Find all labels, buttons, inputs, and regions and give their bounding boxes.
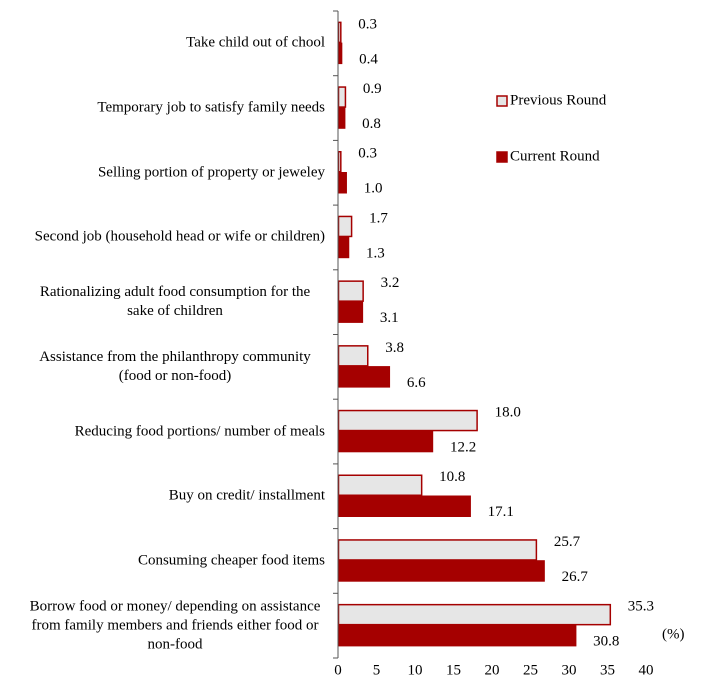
value-label: 0.3 [358, 146, 377, 162]
x-tick-label: 25 [523, 662, 538, 678]
value-label: 1.0 [364, 181, 383, 197]
value-label: 0.4 [359, 51, 378, 67]
x-tick-label: 40 [639, 662, 654, 678]
value-label: 10.8 [439, 469, 465, 485]
bar [337, 539, 538, 561]
legend-swatch [496, 95, 508, 107]
value-label: 1.7 [369, 210, 388, 226]
value-label: 1.3 [366, 245, 385, 261]
bar [337, 495, 471, 517]
category-text: Take child out of chool [186, 34, 325, 51]
category-label: Borrow food or money/ depending on assis… [15, 597, 325, 654]
category-label: Take child out of chool [15, 34, 325, 53]
legend-label: Current Round [510, 148, 600, 164]
value-label: 26.7 [562, 569, 589, 585]
bar [337, 86, 347, 108]
legend-label: Previous Round [510, 92, 607, 108]
value-label: 17.1 [488, 504, 514, 520]
category-text: Second job (household head or wife or ch… [34, 228, 325, 245]
value-label: 18.0 [495, 404, 521, 420]
value-label: 30.8 [593, 634, 619, 650]
bar [337, 624, 577, 647]
x-tick-label: 20 [485, 662, 500, 678]
category-text: Rationalizing adult food consumption for… [39, 284, 311, 320]
bar [337, 107, 346, 129]
x-unit-label: (%) [662, 626, 685, 642]
value-label: 3.1 [380, 310, 399, 326]
category-text: Buy on credit/ installment [168, 487, 325, 504]
bar [337, 236, 350, 259]
bar [337, 21, 342, 44]
bar [337, 151, 342, 173]
bar [337, 430, 434, 453]
bar [337, 366, 391, 388]
bar [337, 42, 343, 65]
value-label: 0.8 [362, 116, 381, 132]
category-label: Rationalizing adult food consumption for… [15, 283, 325, 321]
category-label: Consuming cheaper food items [15, 551, 325, 570]
category-label: Selling portion of property or jeweley [15, 163, 325, 182]
legend-swatch [496, 151, 508, 163]
bar [337, 474, 423, 496]
bar [337, 301, 364, 323]
category-text: Selling portion of property or jeweley [97, 164, 325, 181]
bar [337, 560, 545, 582]
x-tick-label: 5 [373, 662, 381, 678]
x-tick-label: 30 [562, 662, 577, 678]
category-label: Buy on credit/ installment [15, 487, 325, 506]
bar [337, 280, 364, 302]
value-label: 35.3 [628, 599, 654, 615]
category-label: Assistance from the philanthropy communi… [15, 348, 325, 386]
category-text: Borrow food or money/ depending on assis… [29, 598, 321, 653]
category-text: Assistance from the philanthropy communi… [39, 348, 311, 384]
value-label: 3.2 [381, 275, 400, 291]
category-label: Reducing food portions/ number of meals [15, 422, 325, 441]
value-label: 0.3 [358, 16, 377, 32]
value-label: 12.2 [450, 439, 476, 455]
value-label: 25.7 [554, 534, 581, 550]
x-tick-label: 35 [600, 662, 615, 678]
value-label: 3.8 [385, 340, 404, 356]
x-tick-label: 15 [446, 662, 461, 678]
category-text: Reducing food portions/ number of meals [74, 423, 325, 440]
category-label: Second job (household head or wife or ch… [15, 228, 325, 247]
value-label: 0.9 [363, 81, 382, 97]
bar [337, 345, 369, 367]
category-text: Temporary job to satisfy family needs [97, 99, 325, 116]
category-label: Temporary job to satisfy family needs [15, 99, 325, 118]
category-text: Consuming cheaper food items [137, 552, 325, 569]
x-tick-label: 0 [334, 662, 342, 678]
x-tick-label: 10 [408, 662, 423, 678]
value-label: 6.6 [407, 375, 426, 391]
bar [337, 215, 353, 238]
bar [337, 603, 612, 626]
bar [337, 409, 478, 432]
bar [337, 172, 347, 194]
